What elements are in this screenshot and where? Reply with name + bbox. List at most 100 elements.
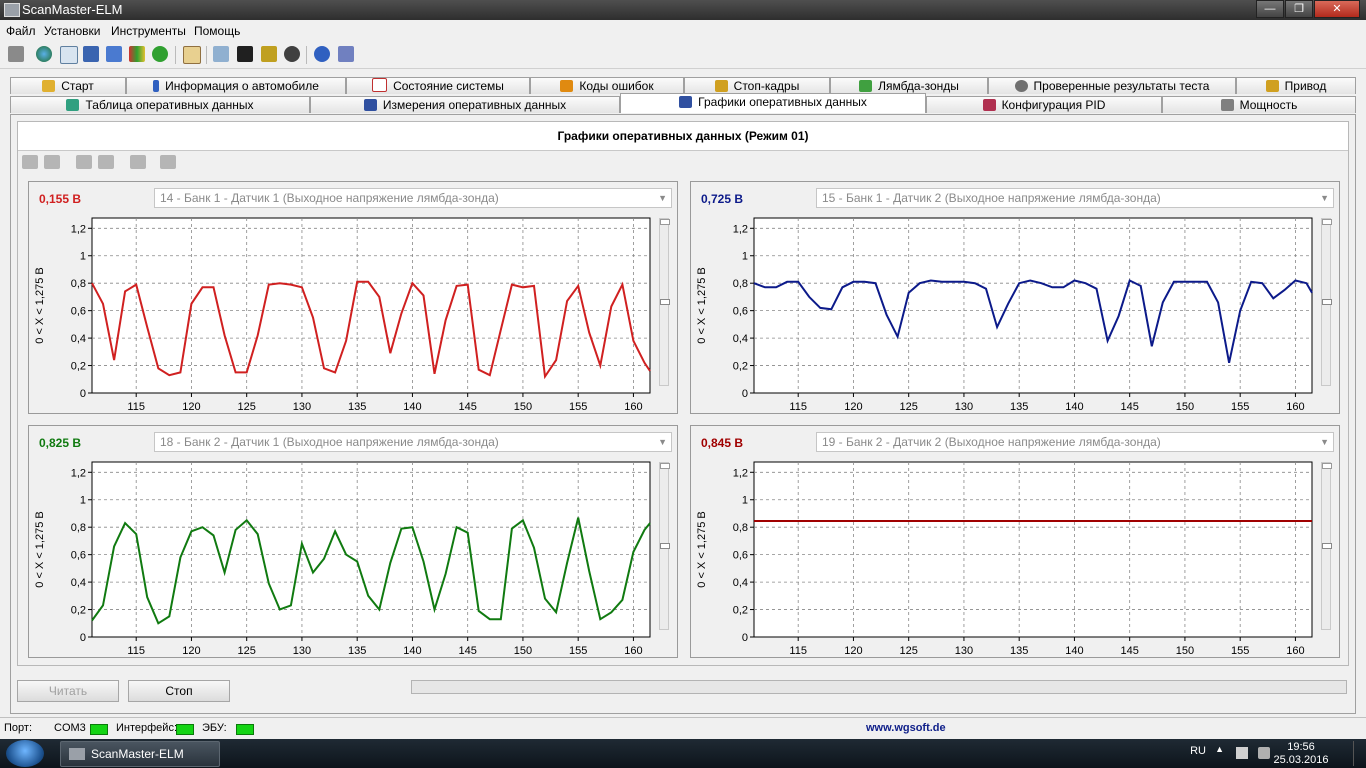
maximize-button[interactable]: ❐ [1285,0,1313,18]
tab-freeze-frames[interactable]: Стоп-кадры [684,77,830,94]
print-icon[interactable] [160,155,176,169]
y-axis-label: 0 < X < 1,275 В [696,267,708,343]
network-icon[interactable] [1236,747,1248,759]
print-preview-icon[interactable] [130,155,146,169]
chart-icon[interactable] [106,46,122,62]
tab-vehicle-info[interactable]: Информация о автомобиле [126,77,346,94]
battery-icon[interactable] [261,46,277,62]
tab-live-data-graphs[interactable]: Графики оперативных данных [620,93,926,113]
y-tick-label: 1 [80,251,86,263]
tab-lambda-sensors[interactable]: Лямбда-зонды [830,77,988,94]
x-tick-label: 125 [900,645,918,656]
tab-live-data-measurements[interactable]: Измерения оперативных данных [310,96,620,113]
x-tick-label: 115 [789,401,807,412]
series-line [753,279,1313,364]
close-button[interactable]: ✕ [1314,0,1360,18]
scroll-thumb[interactable] [660,543,670,549]
sensor-select-value: 18 - Банк 2 - Датчик 1 (Выходное напряже… [160,435,499,449]
language-indicator[interactable]: RU [1190,745,1206,757]
ecu-status-led [236,724,254,735]
sensor-select[interactable]: 15 - Банк 1 - Датчик 2 (Выходное напряже… [816,188,1334,208]
remove-graph-icon[interactable] [44,155,60,169]
tab-system-status[interactable]: Состояние системы [346,77,530,94]
menu-file[interactable]: Файл [6,24,36,38]
tab-pid-config[interactable]: Конфигурация PID [926,96,1162,113]
volume-icon[interactable] [1258,747,1270,759]
open-icon[interactable] [76,155,92,169]
tab-label: Состояние системы [393,79,504,93]
info-icon[interactable] [314,46,330,62]
tab-drive[interactable]: Привод [1236,77,1356,94]
read-button[interactable]: Читать [17,680,119,702]
x-tick-label: 145 [459,645,477,656]
chevron-down-icon: ▼ [658,193,667,203]
clock-time[interactable]: 19:56 [1287,741,1315,753]
search-icon[interactable] [213,46,229,62]
disk-icon[interactable] [284,46,300,62]
x-tick-label: 120 [182,401,200,412]
scroll-top[interactable] [660,219,670,225]
traffic-light-icon[interactable] [152,46,168,62]
add-graph-icon[interactable] [22,155,38,169]
sensor-select[interactable]: 19 - Банк 2 - Датчик 2 (Выходное напряже… [816,432,1334,452]
connect-icon[interactable] [8,46,24,62]
y-tick-label: 0,2 [733,361,748,373]
tab-label: Мощность [1239,98,1298,112]
series-line [91,280,651,380]
menu-help[interactable]: Помощь [194,24,241,38]
y-tick-label: 0,8 [71,522,86,534]
palette-icon[interactable] [129,46,145,62]
x-tick-label: 120 [844,401,862,412]
menu-tools[interactable]: Инструменты [111,24,186,38]
tray-expand-icon[interactable]: ▲ [1215,744,1224,754]
checklist-icon [372,78,388,92]
menu-settings[interactable]: Установки [44,24,101,38]
website-link[interactable]: www.wgsoft.de [866,722,946,734]
scroll-thumb[interactable] [1322,543,1332,549]
start-button[interactable] [6,740,44,767]
clock-date[interactable]: 25.03.2016 [1273,754,1329,766]
taskbar-app-scanmaster[interactable]: ScanMaster-ELM [60,741,220,767]
scroll-top[interactable] [1322,463,1332,469]
x-tick-label: 155 [1231,645,1249,656]
toolbar-separator [175,46,176,64]
vertical-scrollbar[interactable] [1321,462,1332,630]
stop-button[interactable]: Стоп [128,680,230,702]
save-icon[interactable] [98,155,114,169]
globe-icon[interactable] [36,46,52,62]
port-value: COM3 [54,722,86,734]
tab-start[interactable]: Старт [10,77,126,94]
tab-live-data-table[interactable]: Таблица оперативных данных [10,96,310,113]
sensor-select[interactable]: 14 - Банк 1 - Датчик 1 (Выходное напряже… [154,188,672,208]
tab-error-codes[interactable]: Коды ошибок [530,77,684,94]
y-axis-label: 0 < X < 1,275 В [34,267,46,343]
exit-icon[interactable] [338,46,354,62]
scroll-thumb[interactable] [660,299,670,305]
clipboard-icon[interactable] [183,46,201,64]
sensor-select[interactable]: 18 - Банк 2 - Датчик 1 (Выходное напряже… [154,432,672,452]
tab-power[interactable]: Мощность [1162,96,1356,113]
vertical-scrollbar[interactable] [659,218,670,386]
tab-test-results[interactable]: Проверенные результаты теста [988,77,1236,94]
x-tick-label: 150 [514,645,532,656]
warning-icon [560,80,574,92]
taskbar: ScanMaster-ELM RU ▲ 19:56 25.03.2016 [0,739,1366,768]
x-tick-label: 155 [569,645,587,656]
scroll-top[interactable] [1322,219,1332,225]
vertical-scrollbar[interactable] [1321,218,1332,386]
config-icon [982,99,996,111]
scroll-top[interactable] [660,463,670,469]
x-tick-label: 155 [1231,401,1249,412]
port-status-led [90,724,108,735]
terminal-icon[interactable] [237,46,253,62]
scroll-thumb[interactable] [1322,299,1332,305]
window-title: ScanMaster-ELM [22,2,123,17]
vertical-scrollbar[interactable] [659,462,670,630]
y-tick-label: 0 [80,632,86,644]
grid-icon[interactable] [83,46,99,62]
document-icon[interactable] [60,46,78,64]
y-tick-label: 0,2 [71,361,86,373]
minimize-button[interactable]: — [1256,0,1284,18]
show-desktop-button[interactable] [1353,741,1364,766]
y-axis-label: 0 < X < 1,275 В [696,511,708,587]
